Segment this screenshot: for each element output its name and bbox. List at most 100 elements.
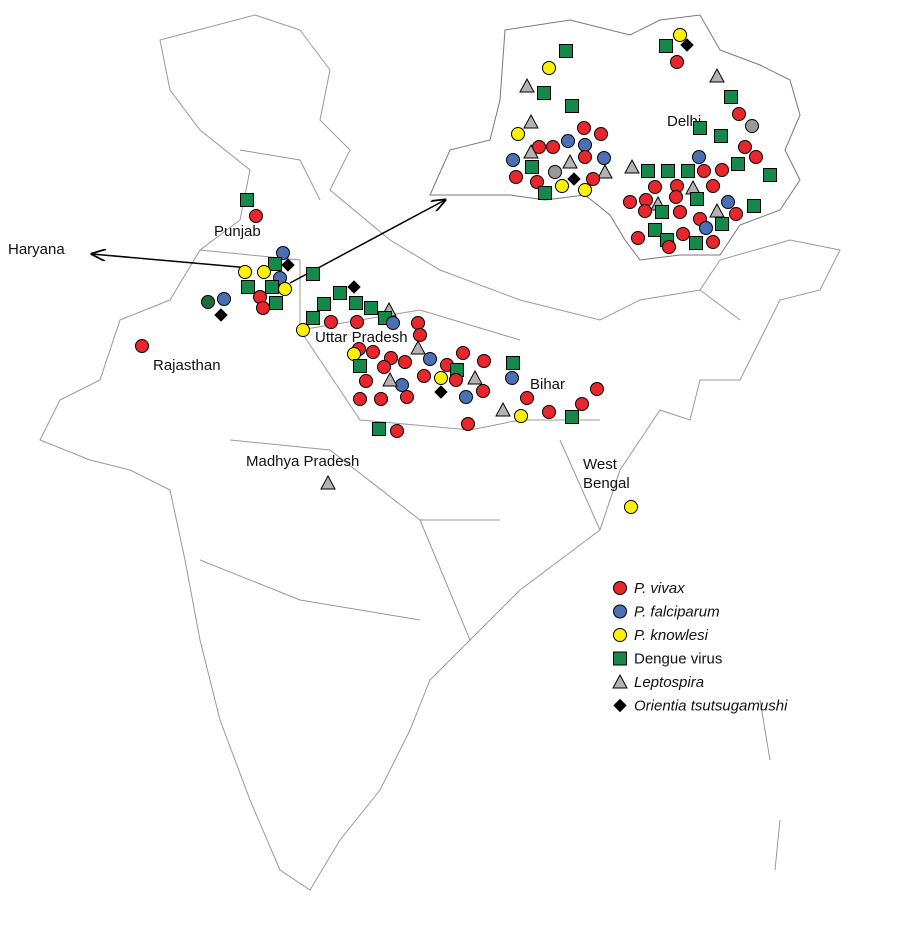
marker: [565, 410, 579, 424]
marker: [661, 164, 675, 178]
legend-symbol: [613, 651, 627, 666]
marker: [721, 195, 735, 209]
marker: [366, 345, 380, 359]
marker: [217, 292, 231, 306]
marker: [555, 179, 569, 193]
marker: [214, 308, 228, 322]
marker: [680, 38, 694, 52]
legend-label: Orientia tsutsugamushi: [634, 697, 788, 714]
marker: [681, 164, 695, 178]
marker: [265, 280, 279, 294]
marker: [715, 217, 729, 231]
marker: [594, 127, 608, 141]
marker: [413, 328, 427, 342]
marker: [659, 39, 673, 53]
marker: [276, 246, 290, 260]
marker: [423, 352, 437, 366]
marker: [731, 157, 745, 171]
marker: [278, 282, 292, 296]
marker: [631, 231, 645, 245]
marker: [548, 165, 562, 179]
marker: [410, 339, 426, 355]
legend-label: P. knowlesi: [634, 627, 709, 644]
marker: [390, 424, 404, 438]
marker: [669, 190, 683, 204]
marker: [350, 315, 364, 329]
marker: [690, 192, 704, 206]
marker: [565, 99, 579, 113]
marker: [586, 172, 600, 186]
marker: [749, 150, 763, 164]
marker: [523, 113, 539, 129]
marker: [623, 195, 637, 209]
marker: [590, 382, 604, 396]
marker: [382, 371, 398, 387]
region-label: West Bengal: [583, 456, 630, 492]
marker: [256, 301, 270, 315]
marker: [505, 371, 519, 385]
marker: [673, 205, 687, 219]
marker: [269, 296, 283, 310]
marker: [135, 339, 149, 353]
marker: [434, 371, 448, 385]
marker: [575, 397, 589, 411]
marker: [353, 359, 367, 373]
marker: [306, 311, 320, 325]
legend-label: Leptospira: [634, 674, 704, 691]
marker: [511, 127, 525, 141]
marker: [662, 240, 676, 254]
marker: [417, 369, 431, 383]
marker: [706, 179, 720, 193]
marker: [648, 223, 662, 237]
marker: [724, 90, 738, 104]
marker: [577, 121, 591, 135]
marker: [359, 374, 373, 388]
marker: [578, 183, 592, 197]
marker: [353, 392, 367, 406]
marker: [523, 143, 539, 159]
region-label: Madhya Pradesh: [246, 453, 359, 470]
marker: [456, 346, 470, 360]
marker: [395, 378, 409, 392]
marker: [240, 193, 254, 207]
marker: [542, 61, 556, 75]
marker: [238, 265, 252, 279]
marker: [506, 356, 520, 370]
marker: [732, 107, 746, 121]
marker: [347, 280, 361, 294]
region-label: Delhi: [667, 113, 701, 130]
legend-symbol: [612, 673, 628, 689]
marker: [349, 296, 363, 310]
marker: [509, 170, 523, 184]
marker: [745, 119, 759, 133]
marker: [333, 286, 347, 300]
india-outline: [39, 14, 841, 891]
marker: [495, 401, 511, 417]
marker: [561, 134, 575, 148]
marker: [459, 390, 473, 404]
marker: [449, 373, 463, 387]
marker: [320, 474, 336, 490]
region-label: Haryana: [8, 241, 65, 258]
marker: [693, 121, 707, 135]
marker: [641, 164, 655, 178]
marker: [477, 354, 491, 368]
marker: [567, 172, 581, 186]
marker: [578, 150, 592, 164]
marker: [398, 355, 412, 369]
marker: [281, 258, 295, 272]
marker: [411, 316, 425, 330]
legend-symbol: [613, 604, 627, 619]
legend-label: P. falciparum: [634, 603, 720, 620]
marker: [538, 186, 552, 200]
marker: [699, 221, 713, 235]
marker: [519, 77, 535, 93]
marker: [709, 67, 725, 83]
marker: [729, 207, 743, 221]
marker: [324, 315, 338, 329]
marker: [296, 323, 310, 337]
marker: [715, 163, 729, 177]
marker: [467, 369, 483, 385]
